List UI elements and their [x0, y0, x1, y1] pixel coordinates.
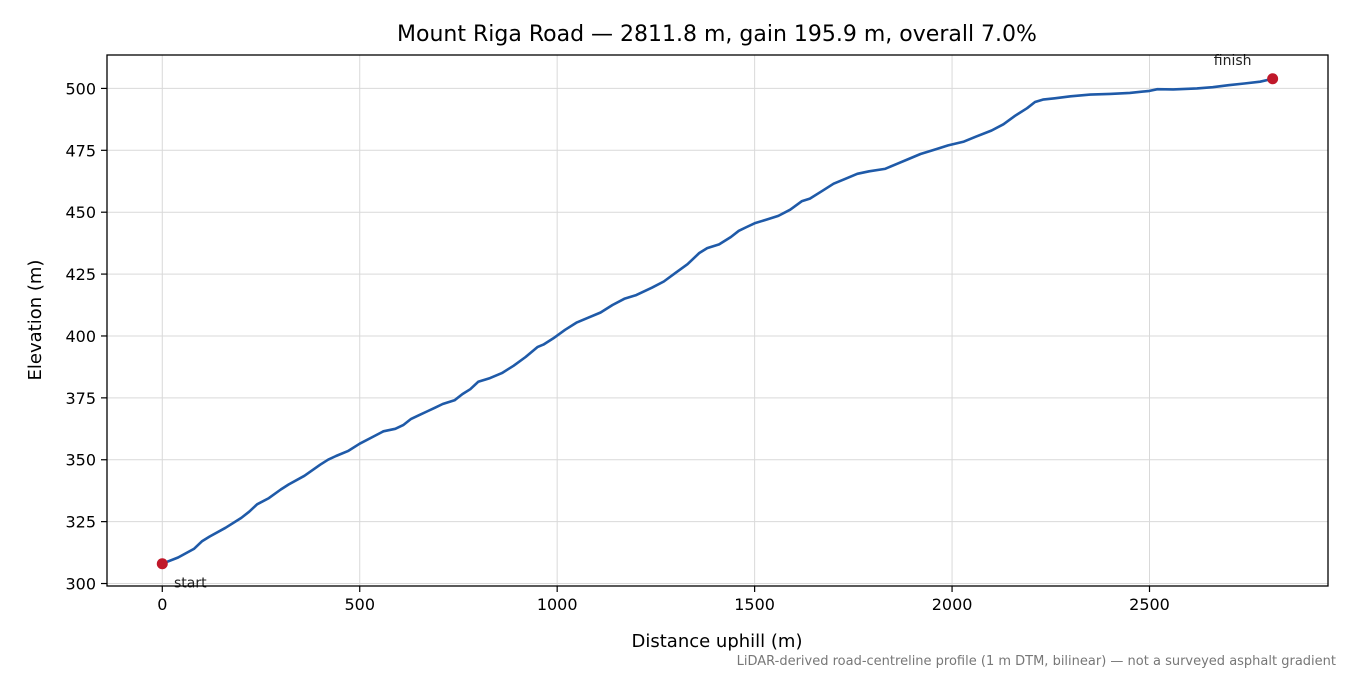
chart-title: Mount Riga Road — 2811.8 m, gain 195.9 m… [397, 22, 1037, 47]
finish-marker [1267, 73, 1279, 85]
y-tick-label: 375 [65, 389, 96, 408]
elevation-line [161, 77, 1274, 565]
y-tick-label: 325 [65, 513, 96, 532]
x-axis-label: Distance uphill (m) [632, 631, 803, 652]
y-tick-label: 475 [65, 141, 96, 160]
start-marker [156, 558, 168, 570]
plot-frame [106, 54, 1329, 587]
grid-lines [107, 55, 1328, 586]
y-tick-label: 400 [65, 327, 96, 346]
start-annotation: start [174, 576, 207, 592]
series-layer [161, 77, 1274, 565]
y-tick-label: 350 [65, 451, 96, 470]
y-tick-label: 300 [65, 575, 96, 594]
y-axis-label: Elevation (m) [25, 260, 46, 381]
x-tick-label: 0 [157, 595, 167, 614]
markers-layer: start finish [156, 53, 1279, 592]
x-tick-label: 500 [344, 595, 375, 614]
x-tick-label: 1000 [537, 595, 578, 614]
x-tick-label: 1500 [734, 595, 775, 614]
y-tick-label: 425 [65, 265, 96, 284]
source-note: LiDAR-derived road-centreline profile (1… [737, 654, 1336, 669]
x-tick-label: 2000 [932, 595, 973, 614]
y-tick-label: 450 [65, 203, 96, 222]
x-tick-label: 2500 [1129, 595, 1170, 614]
finish-annotation: finish [1214, 53, 1252, 69]
axis-ticks: 0 500 1000 1500 2000 2500 300 325 350 375 400 425 45… [65, 79, 1169, 614]
y-tick-label: 500 [65, 79, 96, 98]
